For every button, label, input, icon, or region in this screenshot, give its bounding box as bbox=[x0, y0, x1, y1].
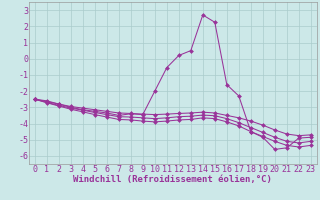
X-axis label: Windchill (Refroidissement éolien,°C): Windchill (Refroidissement éolien,°C) bbox=[73, 175, 272, 184]
